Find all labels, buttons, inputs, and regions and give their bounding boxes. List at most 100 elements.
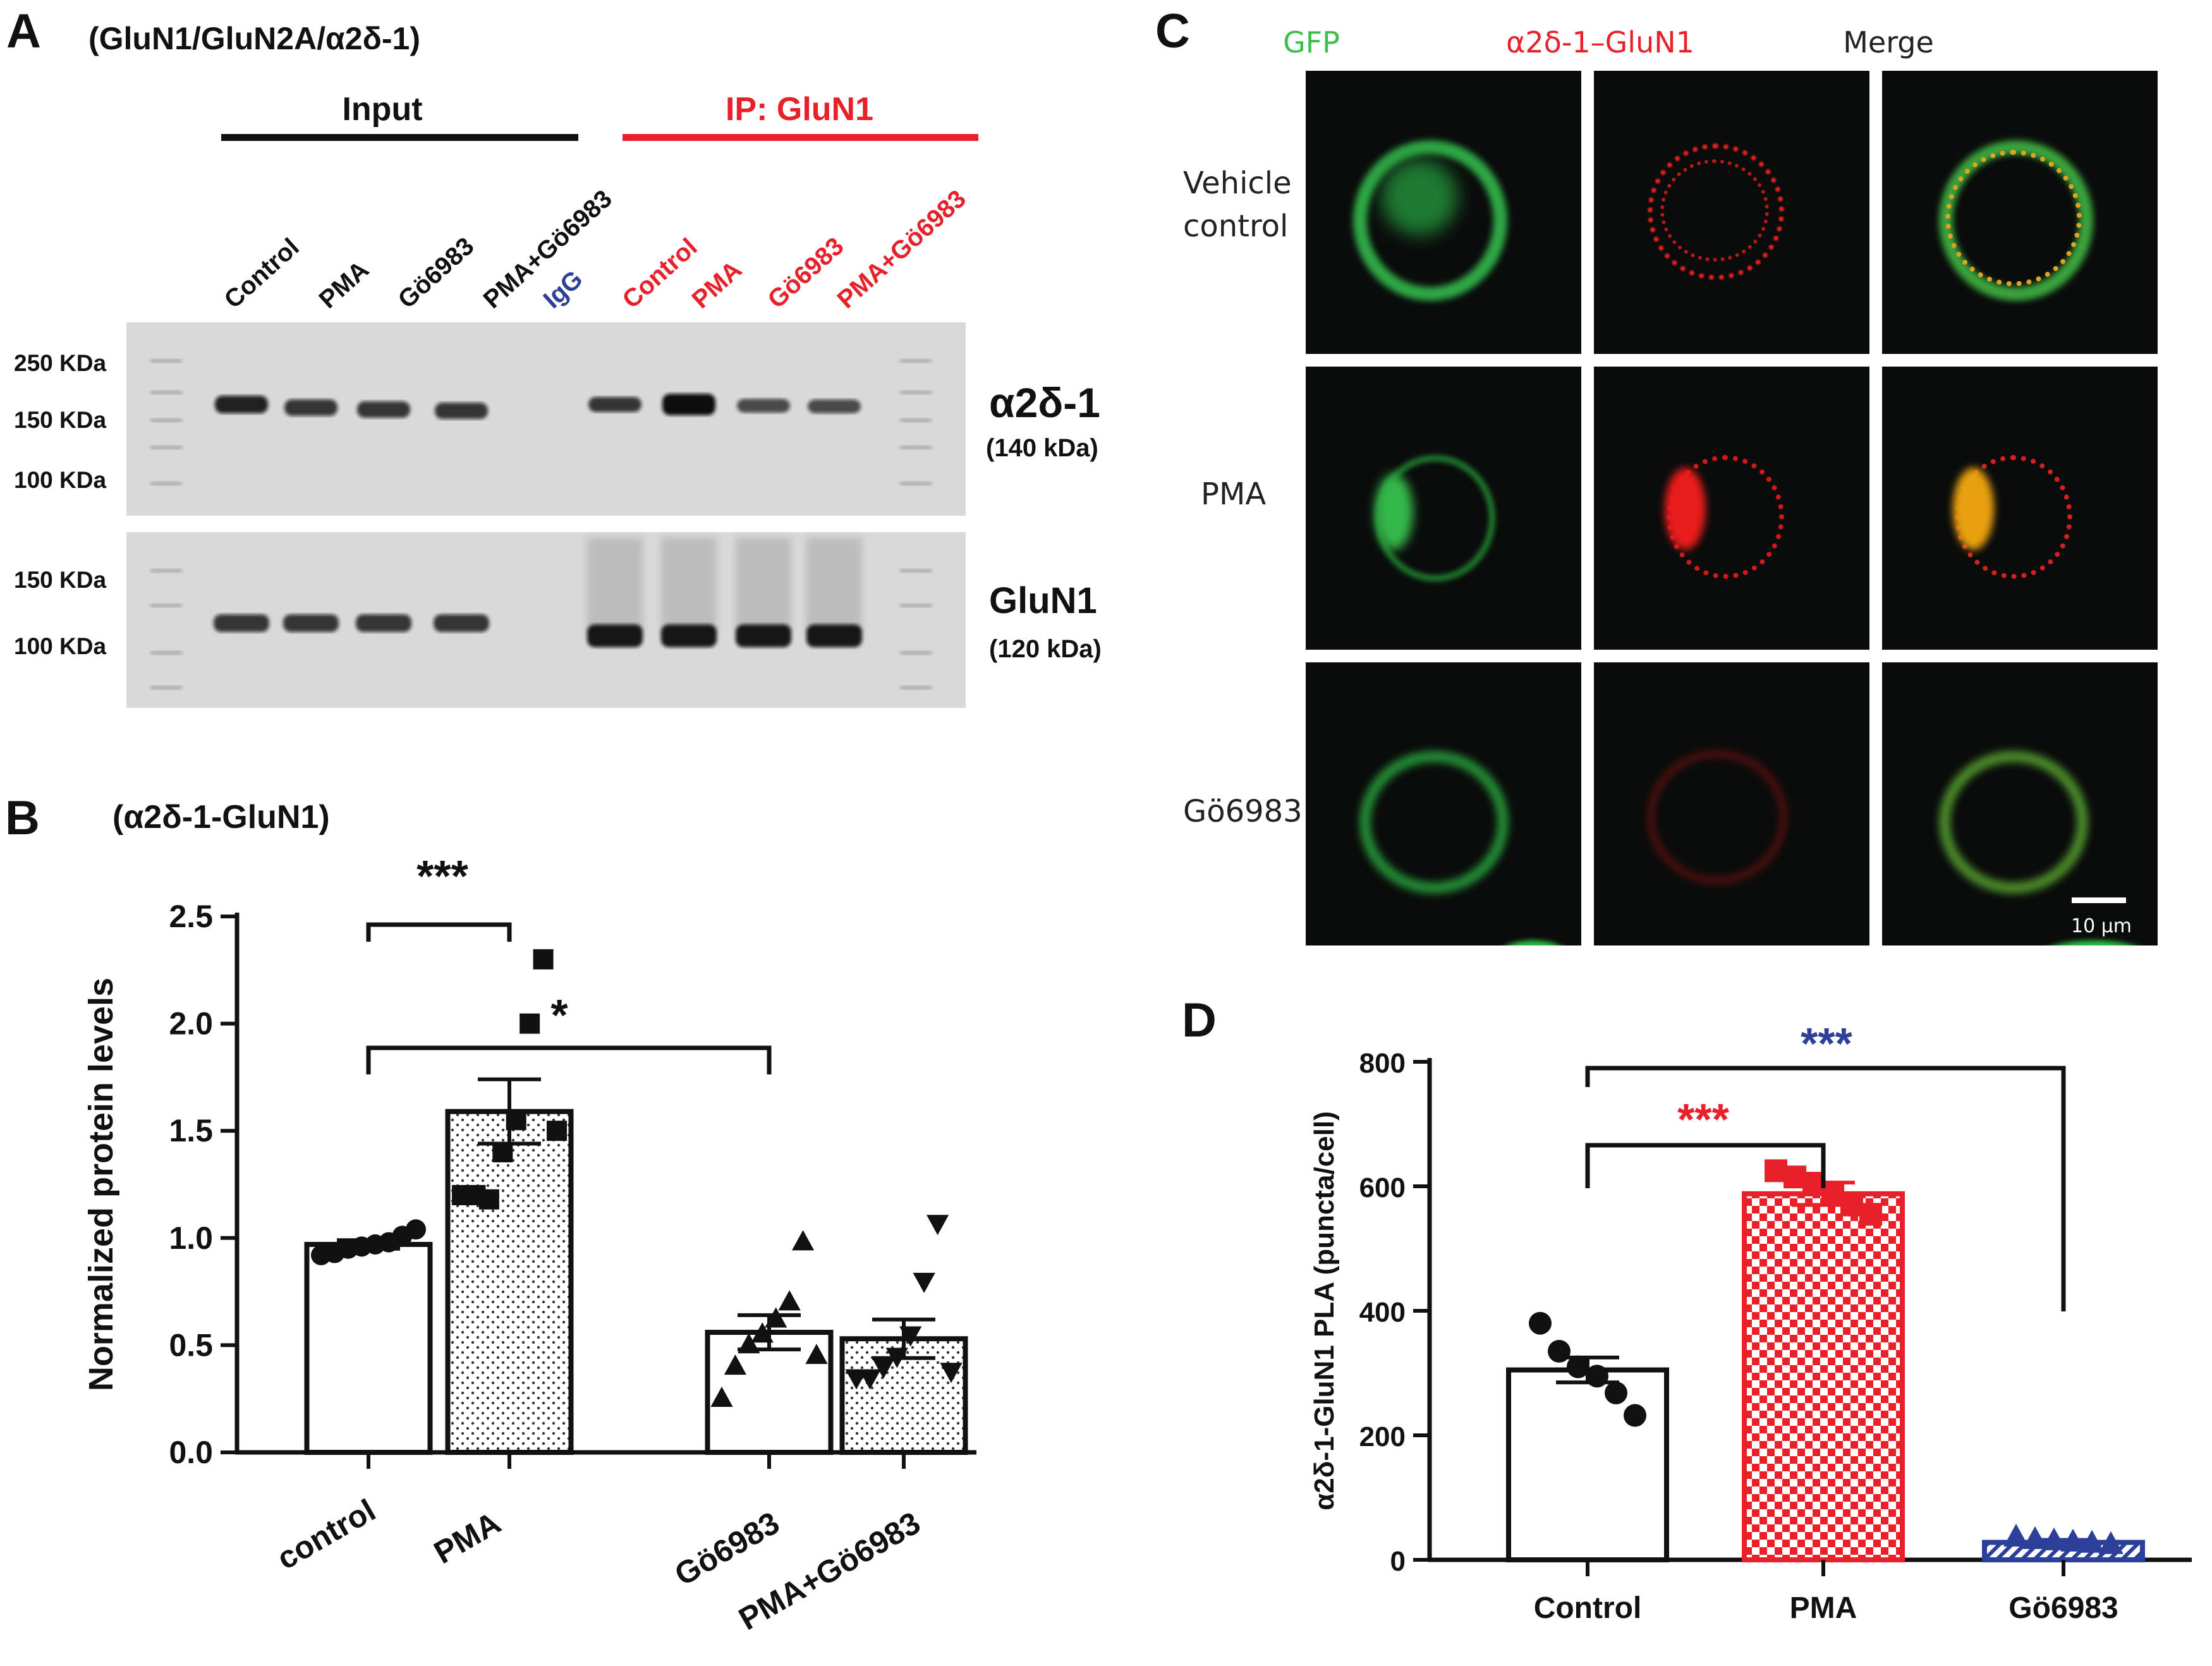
data-point (2003, 1523, 2029, 1547)
lane-label: PMA+Gö6983 (832, 185, 971, 314)
category-label: PMA (1790, 1591, 1857, 1625)
y-tick-label: 800 (1359, 1048, 1406, 1079)
ladder-mark (900, 446, 932, 449)
category-label: Gö6983 (669, 1505, 785, 1593)
significance-bracket (1585, 1143, 1826, 1188)
ladder-mark (150, 391, 182, 394)
significance-label: * (550, 990, 568, 1040)
category-label: Control (1534, 1591, 1642, 1625)
bar (1506, 1367, 1669, 1562)
panel-d-letter: D (1182, 994, 1217, 1047)
y-tick-label: 600 (1359, 1172, 1406, 1203)
data-point (2079, 1529, 2105, 1553)
data-point (913, 1272, 935, 1293)
data-point (1548, 1340, 1571, 1363)
blot-top-bands (150, 359, 932, 485)
band-glun1 (661, 624, 717, 647)
input-bracket-line (221, 134, 578, 141)
y-tick-label: 2.5 (169, 899, 213, 934)
y-tick-label: 1.0 (169, 1220, 213, 1256)
bar (445, 1109, 574, 1455)
chart-b-title: (α2δ-1-GluN1) (112, 799, 330, 836)
ladder-mark (900, 359, 932, 363)
data-point (940, 1363, 963, 1383)
blot-top-marker-250: 250 KDa (14, 350, 106, 376)
data-point (805, 1344, 828, 1365)
data-point (778, 1290, 801, 1311)
band-glun1 (587, 624, 643, 647)
band-alpha2delta1 (588, 397, 641, 412)
data-point (506, 1110, 526, 1131)
ladder-mark (150, 604, 182, 607)
band-glun1 (214, 614, 269, 632)
y-tick-label: 0 (1390, 1546, 1406, 1577)
ip-bracket-line (623, 134, 978, 141)
band-alpha2delta1 (662, 394, 715, 415)
panel-a: A (GluN1/GluN2A/α2δ-1) Input IP: GluN1 C… (6, 4, 1102, 708)
data-point (2060, 1528, 2086, 1552)
ladder-mark (150, 569, 182, 573)
panel-a-title: (GluN1/GluN2A/α2δ-1) (88, 21, 420, 56)
lane-label: Gö6983 (763, 232, 849, 313)
data-point (478, 1189, 499, 1210)
data-point (791, 1230, 815, 1251)
y-tick-label: 200 (1359, 1421, 1406, 1452)
bar (1742, 1191, 1905, 1562)
ladder-mark (150, 359, 182, 363)
data-point (2022, 1526, 2048, 1549)
ladder-mark (150, 651, 182, 655)
band-alpha2delta1 (215, 396, 268, 413)
band-alpha2delta1 (808, 399, 861, 413)
data-point (2041, 1527, 2067, 1550)
y-tick-label: 400 (1359, 1297, 1406, 1328)
data-point (724, 1354, 747, 1375)
significance-label: *** (416, 851, 468, 901)
ladder-mark (900, 418, 932, 422)
band-alpha2delta1 (435, 403, 488, 419)
ladder-mark (150, 446, 182, 449)
data-point (751, 1322, 774, 1343)
data-point (533, 949, 554, 970)
panel-c-letter: C (1155, 4, 1190, 58)
blot-bottom-protein: GluN1 (989, 580, 1097, 621)
band-alpha2delta1 (357, 401, 410, 418)
category-label: control (271, 1492, 382, 1576)
data-point (1859, 1203, 1882, 1226)
data-point (1624, 1404, 1646, 1427)
data-point (406, 1219, 426, 1240)
panel-b: B (α2δ-1-GluN1) 0.0 0.5 1.0 1.5 2.0 2.5 Normal… (5, 791, 976, 1637)
y-tick-label: 0.0 (169, 1435, 213, 1470)
band-smear (736, 537, 791, 632)
bar (304, 1241, 433, 1455)
lane-label: PMA (687, 256, 748, 314)
chart-b: 0.0 0.5 1.0 1.5 2.0 2.5 Normalized protein lev… (82, 851, 976, 1637)
band-alpha2delta1 (737, 399, 790, 413)
data-point (492, 1142, 513, 1163)
band-glun1 (806, 624, 862, 647)
significance-bracket (366, 1045, 772, 1074)
blot-bottom-marker-150: 150 KDa (14, 567, 106, 593)
blot-top-marker-150: 150 KDa (14, 407, 106, 433)
data-point (926, 1215, 949, 1236)
blot-top-marker-100: 100 KDa (14, 467, 106, 493)
band-alpha2delta1 (284, 399, 337, 416)
data-point (1529, 1311, 1552, 1335)
input-label: Input (342, 91, 422, 128)
significance-label: *** (1801, 1019, 1852, 1068)
ladder-mark (900, 651, 932, 655)
band-glun1 (283, 614, 339, 632)
band-smear (806, 537, 862, 632)
data-point (1567, 1355, 1589, 1378)
category-label: PMA (428, 1505, 506, 1571)
ladder-mark (150, 482, 182, 485)
y-tick-label: 1.5 (169, 1113, 213, 1148)
data-point (765, 1307, 787, 1328)
band-smear (661, 537, 717, 632)
lane-label: Control (617, 233, 703, 314)
band-smear (587, 537, 643, 632)
ladder-mark (150, 418, 182, 422)
lane-label: IgG (538, 265, 588, 313)
significance-bracket (1585, 1066, 2066, 1311)
data-point (547, 1121, 567, 1141)
